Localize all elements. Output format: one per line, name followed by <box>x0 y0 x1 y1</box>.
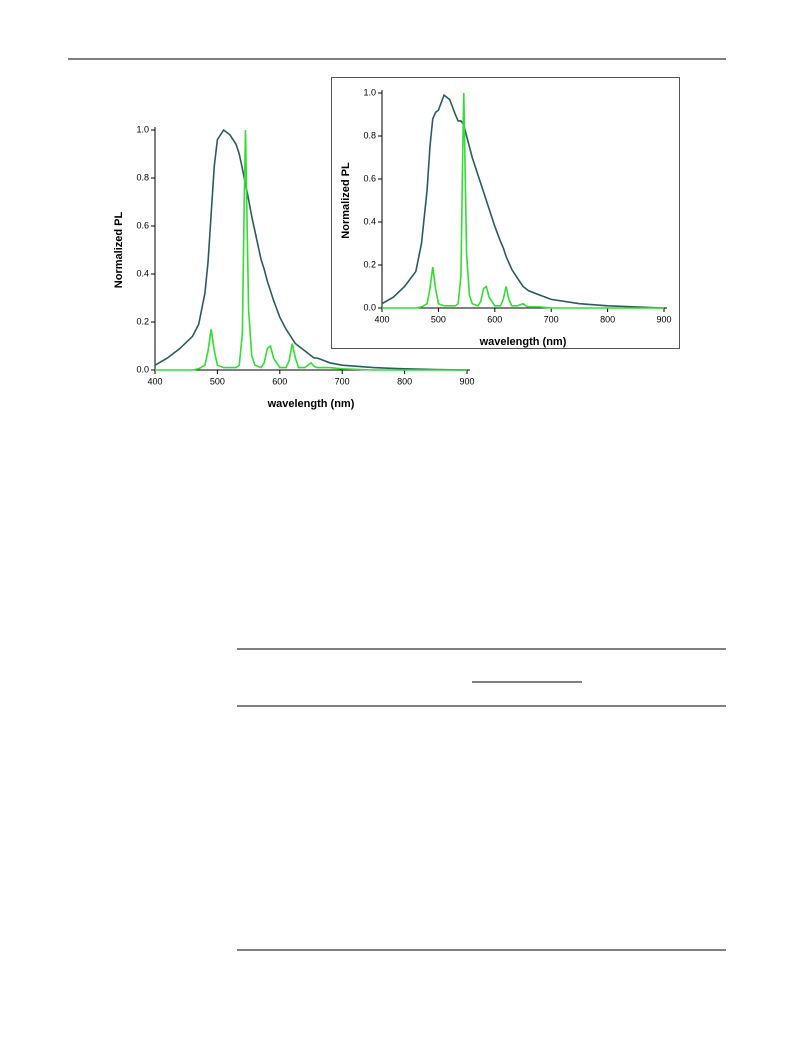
y-tick-label: 0.6 <box>363 173 376 183</box>
inset-frame <box>331 77 680 349</box>
y-tick-label: 0.2 <box>363 259 376 269</box>
y-axis-label: Normalized PL <box>340 162 352 239</box>
y-tick-label: 0.0 <box>136 364 149 374</box>
y-tick-label: 1.0 <box>136 124 149 134</box>
y-tick-label: 0.4 <box>363 216 376 226</box>
x-tick-label: 900 <box>656 314 671 324</box>
x-tick-label: 800 <box>397 376 412 386</box>
y-tick-label: 0.2 <box>136 316 149 326</box>
x-axis-label: wavelength (nm) <box>479 336 567 348</box>
y-tick-label: 0.0 <box>363 302 376 312</box>
series-line <box>382 92 664 309</box>
x-tick-label: 600 <box>487 314 502 324</box>
y-tick-label: 0.4 <box>136 268 149 278</box>
x-tick-label: 600 <box>272 376 287 386</box>
y-tick-label: 1.0 <box>363 87 376 97</box>
x-tick-label: 500 <box>210 376 225 386</box>
y-axis-label: Normalized PL <box>113 212 125 289</box>
x-tick-label: 400 <box>374 314 389 324</box>
x-tick-label: 700 <box>544 314 559 324</box>
y-tick-label: 0.8 <box>363 130 376 140</box>
series-line <box>381 93 665 309</box>
x-tick-label: 900 <box>459 376 474 386</box>
x-tick-label: 500 <box>431 314 446 324</box>
series-line <box>154 128 468 371</box>
x-tick-label: 700 <box>335 376 350 386</box>
x-tick-label: 400 <box>147 376 162 386</box>
series-line <box>155 129 467 371</box>
x-axis-label: wavelength (nm) <box>267 398 355 410</box>
x-tick-label: 800 <box>600 314 615 324</box>
y-tick-label: 0.6 <box>136 220 149 230</box>
y-tick-label: 0.8 <box>136 172 149 182</box>
